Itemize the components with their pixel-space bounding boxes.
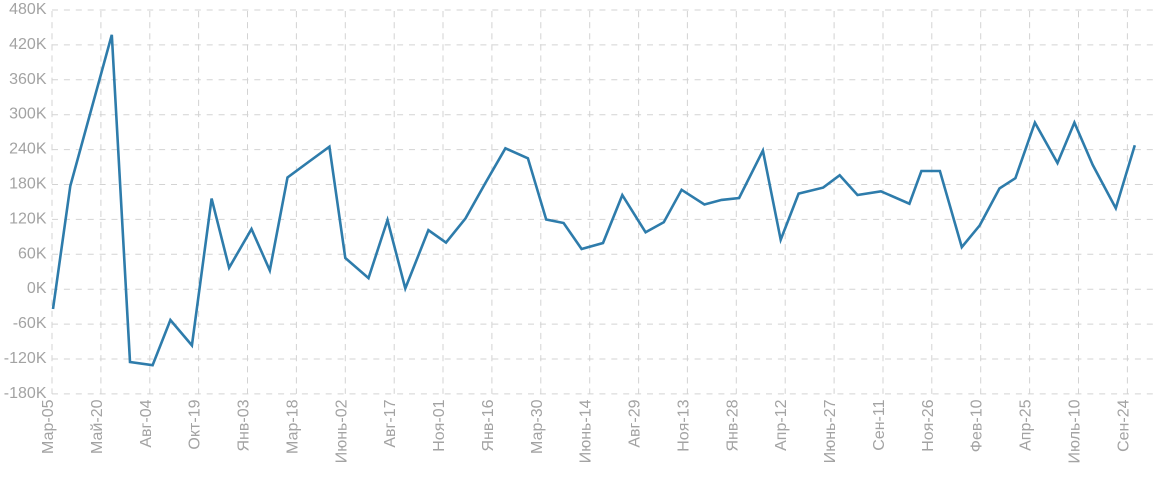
svg-text:Сен-24: Сен-24 bbox=[1115, 399, 1132, 452]
svg-text:Янв-03: Янв-03 bbox=[236, 399, 253, 451]
svg-text:Янв-16: Янв-16 bbox=[480, 399, 497, 451]
svg-text:-180K: -180K bbox=[4, 385, 47, 402]
svg-text:60K: 60K bbox=[18, 245, 47, 262]
svg-text:Мар-30: Мар-30 bbox=[529, 399, 546, 454]
svg-text:Июль-10: Июль-10 bbox=[1067, 399, 1084, 463]
svg-text:Ноя-13: Ноя-13 bbox=[675, 399, 692, 451]
svg-text:Авг-17: Авг-17 bbox=[382, 399, 399, 447]
svg-text:-120K: -120K bbox=[4, 350, 47, 367]
svg-text:Ноя-26: Ноя-26 bbox=[920, 399, 937, 451]
svg-text:Мар-05: Мар-05 bbox=[40, 399, 57, 454]
svg-text:Июнь-14: Июнь-14 bbox=[578, 399, 595, 463]
svg-text:Фев-10: Фев-10 bbox=[969, 399, 986, 452]
svg-text:-60K: -60K bbox=[13, 315, 47, 332]
svg-text:0K: 0K bbox=[27, 280, 47, 297]
svg-text:Янв-28: Янв-28 bbox=[724, 399, 741, 451]
svg-text:Авг-29: Авг-29 bbox=[627, 399, 644, 447]
svg-text:Июнь-02: Июнь-02 bbox=[333, 399, 350, 463]
svg-text:420K: 420K bbox=[9, 36, 47, 53]
svg-text:Апр-12: Апр-12 bbox=[773, 399, 790, 450]
svg-text:120K: 120K bbox=[9, 210, 47, 227]
svg-text:Май-20: Май-20 bbox=[89, 399, 106, 454]
svg-text:Июнь-27: Июнь-27 bbox=[822, 399, 839, 463]
svg-text:Апр-25: Апр-25 bbox=[1018, 399, 1035, 450]
svg-text:Сен-11: Сен-11 bbox=[871, 399, 888, 450]
svg-text:Ноя-01: Ноя-01 bbox=[431, 399, 448, 451]
svg-text:240K: 240K bbox=[9, 141, 47, 158]
svg-text:180K: 180K bbox=[9, 176, 47, 193]
svg-text:300K: 300K bbox=[9, 106, 47, 123]
svg-text:Авг-04: Авг-04 bbox=[138, 399, 155, 447]
svg-text:Мар-18: Мар-18 bbox=[284, 399, 301, 454]
svg-text:360K: 360K bbox=[9, 71, 47, 88]
svg-text:Окт-19: Окт-19 bbox=[187, 399, 204, 449]
svg-text:480K: 480K bbox=[9, 1, 47, 18]
